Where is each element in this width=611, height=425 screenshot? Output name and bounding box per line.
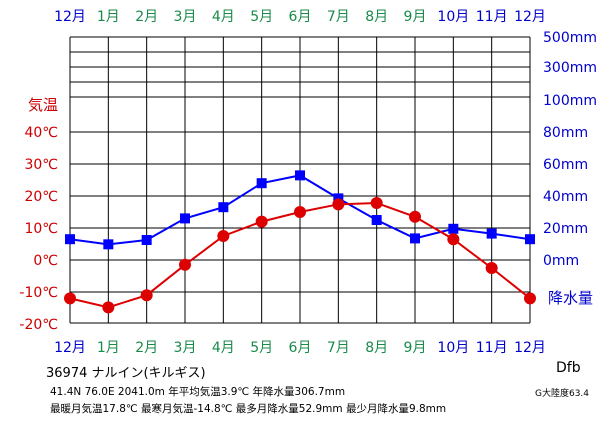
month-label: 12月 xyxy=(54,340,86,356)
month-label: 3月 xyxy=(174,340,197,356)
temperature-tick-label: 20℃ xyxy=(24,189,58,205)
precipitation-point xyxy=(486,228,497,239)
temperature-tick-label: 40℃ xyxy=(24,125,58,141)
temperature-tick-label: -10℃ xyxy=(19,285,58,301)
temperature-point xyxy=(294,206,306,218)
month-label: 3月 xyxy=(174,9,197,25)
temperature-point xyxy=(370,197,383,210)
precipitation-axis-ticks: 500mm 300mm 100mm 80mm 60mm 40mm 20mm 0mm xyxy=(543,30,597,269)
precipitation-point xyxy=(256,178,267,189)
temperature-tick-label: -20℃ xyxy=(19,317,58,333)
month-label: 11月 xyxy=(476,340,508,356)
month-label: 5月 xyxy=(250,9,273,25)
month-label: 6月 xyxy=(289,9,312,25)
temperature-tick-label: 10℃ xyxy=(24,221,58,237)
month-label: 7月 xyxy=(327,9,350,25)
precipitation-point xyxy=(180,213,190,224)
precipitation-point xyxy=(371,215,382,225)
precipitation-tick-label: 0mm xyxy=(543,253,579,269)
precipitation-tick-label: 500mm xyxy=(543,30,597,46)
temperature-point xyxy=(332,198,345,211)
month-label: 9月 xyxy=(404,340,427,356)
top-month-labels: 12月 1月 2月 3月 4月 5月 6月 7月 8月 9月 10月 11月 12月 xyxy=(54,9,546,25)
month-label: 12月 xyxy=(514,340,546,356)
month-label: 9月 xyxy=(404,9,427,25)
month-label: 12月 xyxy=(54,9,86,25)
temperature-point xyxy=(524,292,536,305)
precipitation-tick-label: 20mm xyxy=(543,221,588,237)
temperature-point xyxy=(140,289,153,302)
month-label: 10月 xyxy=(437,340,469,356)
station-summary-line1: 41.4N 76.0E 2041.0m 年平均気温3.9℃ 年降水量306.7m… xyxy=(50,386,346,398)
precipitation-tick-label: 80mm xyxy=(543,125,588,141)
temperature-tick-label: 0℃ xyxy=(33,253,58,269)
precipitation-point xyxy=(65,234,75,245)
precipitation-point xyxy=(410,233,420,244)
temperature-point xyxy=(217,230,230,242)
month-label: 7月 xyxy=(327,340,350,356)
month-label: 2月 xyxy=(135,9,158,25)
precipitation-tick-label: 40mm xyxy=(543,189,588,205)
precipitation-point xyxy=(103,239,114,250)
station-name: 36974 ナルイン(キルギス) xyxy=(46,366,206,381)
month-label: 8月 xyxy=(365,340,388,356)
station-summary-line2: 最暖月気温17.8℃ 最寒月気温-14.8℃ 最多月降水量52.9mm 最少月降… xyxy=(50,403,447,415)
precipitation-tick-label: 300mm xyxy=(543,60,597,76)
temperature-point xyxy=(409,210,421,223)
month-label: 1月 xyxy=(97,9,120,25)
temperature-point xyxy=(64,292,76,305)
month-label: 5月 xyxy=(250,340,273,356)
precipitation-axis-title: 降水量 xyxy=(548,289,593,307)
temperature-point xyxy=(102,301,115,314)
month-label: 1月 xyxy=(97,340,120,356)
temperature-axis-ticks: 40℃ 30℃ 20℃ 10℃ 0℃ -10℃ -20℃ xyxy=(19,125,58,333)
month-label: 8月 xyxy=(365,9,388,25)
precipitation-tick-label: 100mm xyxy=(543,93,597,109)
temperature-point xyxy=(179,258,191,271)
month-label: 4月 xyxy=(212,9,235,25)
precipitation-point xyxy=(525,234,535,245)
continentality-index: G大陸度63.4 xyxy=(535,389,590,399)
temperature-series xyxy=(64,197,536,314)
temperature-point xyxy=(255,215,268,228)
precipitation-point xyxy=(218,202,229,213)
temperature-tick-label: 30℃ xyxy=(24,157,58,173)
temperature-point xyxy=(447,233,460,246)
month-label: 10月 xyxy=(437,9,469,25)
bottom-month-labels: 12月 1月 2月 3月 4月 5月 6月 7月 8月 9月 10月 11月 12月 xyxy=(54,340,546,356)
month-label: 6月 xyxy=(289,340,312,356)
month-label: 4月 xyxy=(212,340,235,356)
month-label: 12月 xyxy=(514,9,546,25)
month-label: 2月 xyxy=(135,340,158,356)
precipitation-point xyxy=(141,235,152,245)
precipitation-point xyxy=(295,170,305,181)
temperature-point xyxy=(485,262,498,274)
precipitation-tick-label: 60mm xyxy=(543,157,588,173)
temperature-axis-title: 気温 xyxy=(28,96,58,114)
month-label: 11月 xyxy=(476,9,508,25)
precipitation-point xyxy=(448,223,459,234)
climate-code: Dfb xyxy=(556,360,581,376)
